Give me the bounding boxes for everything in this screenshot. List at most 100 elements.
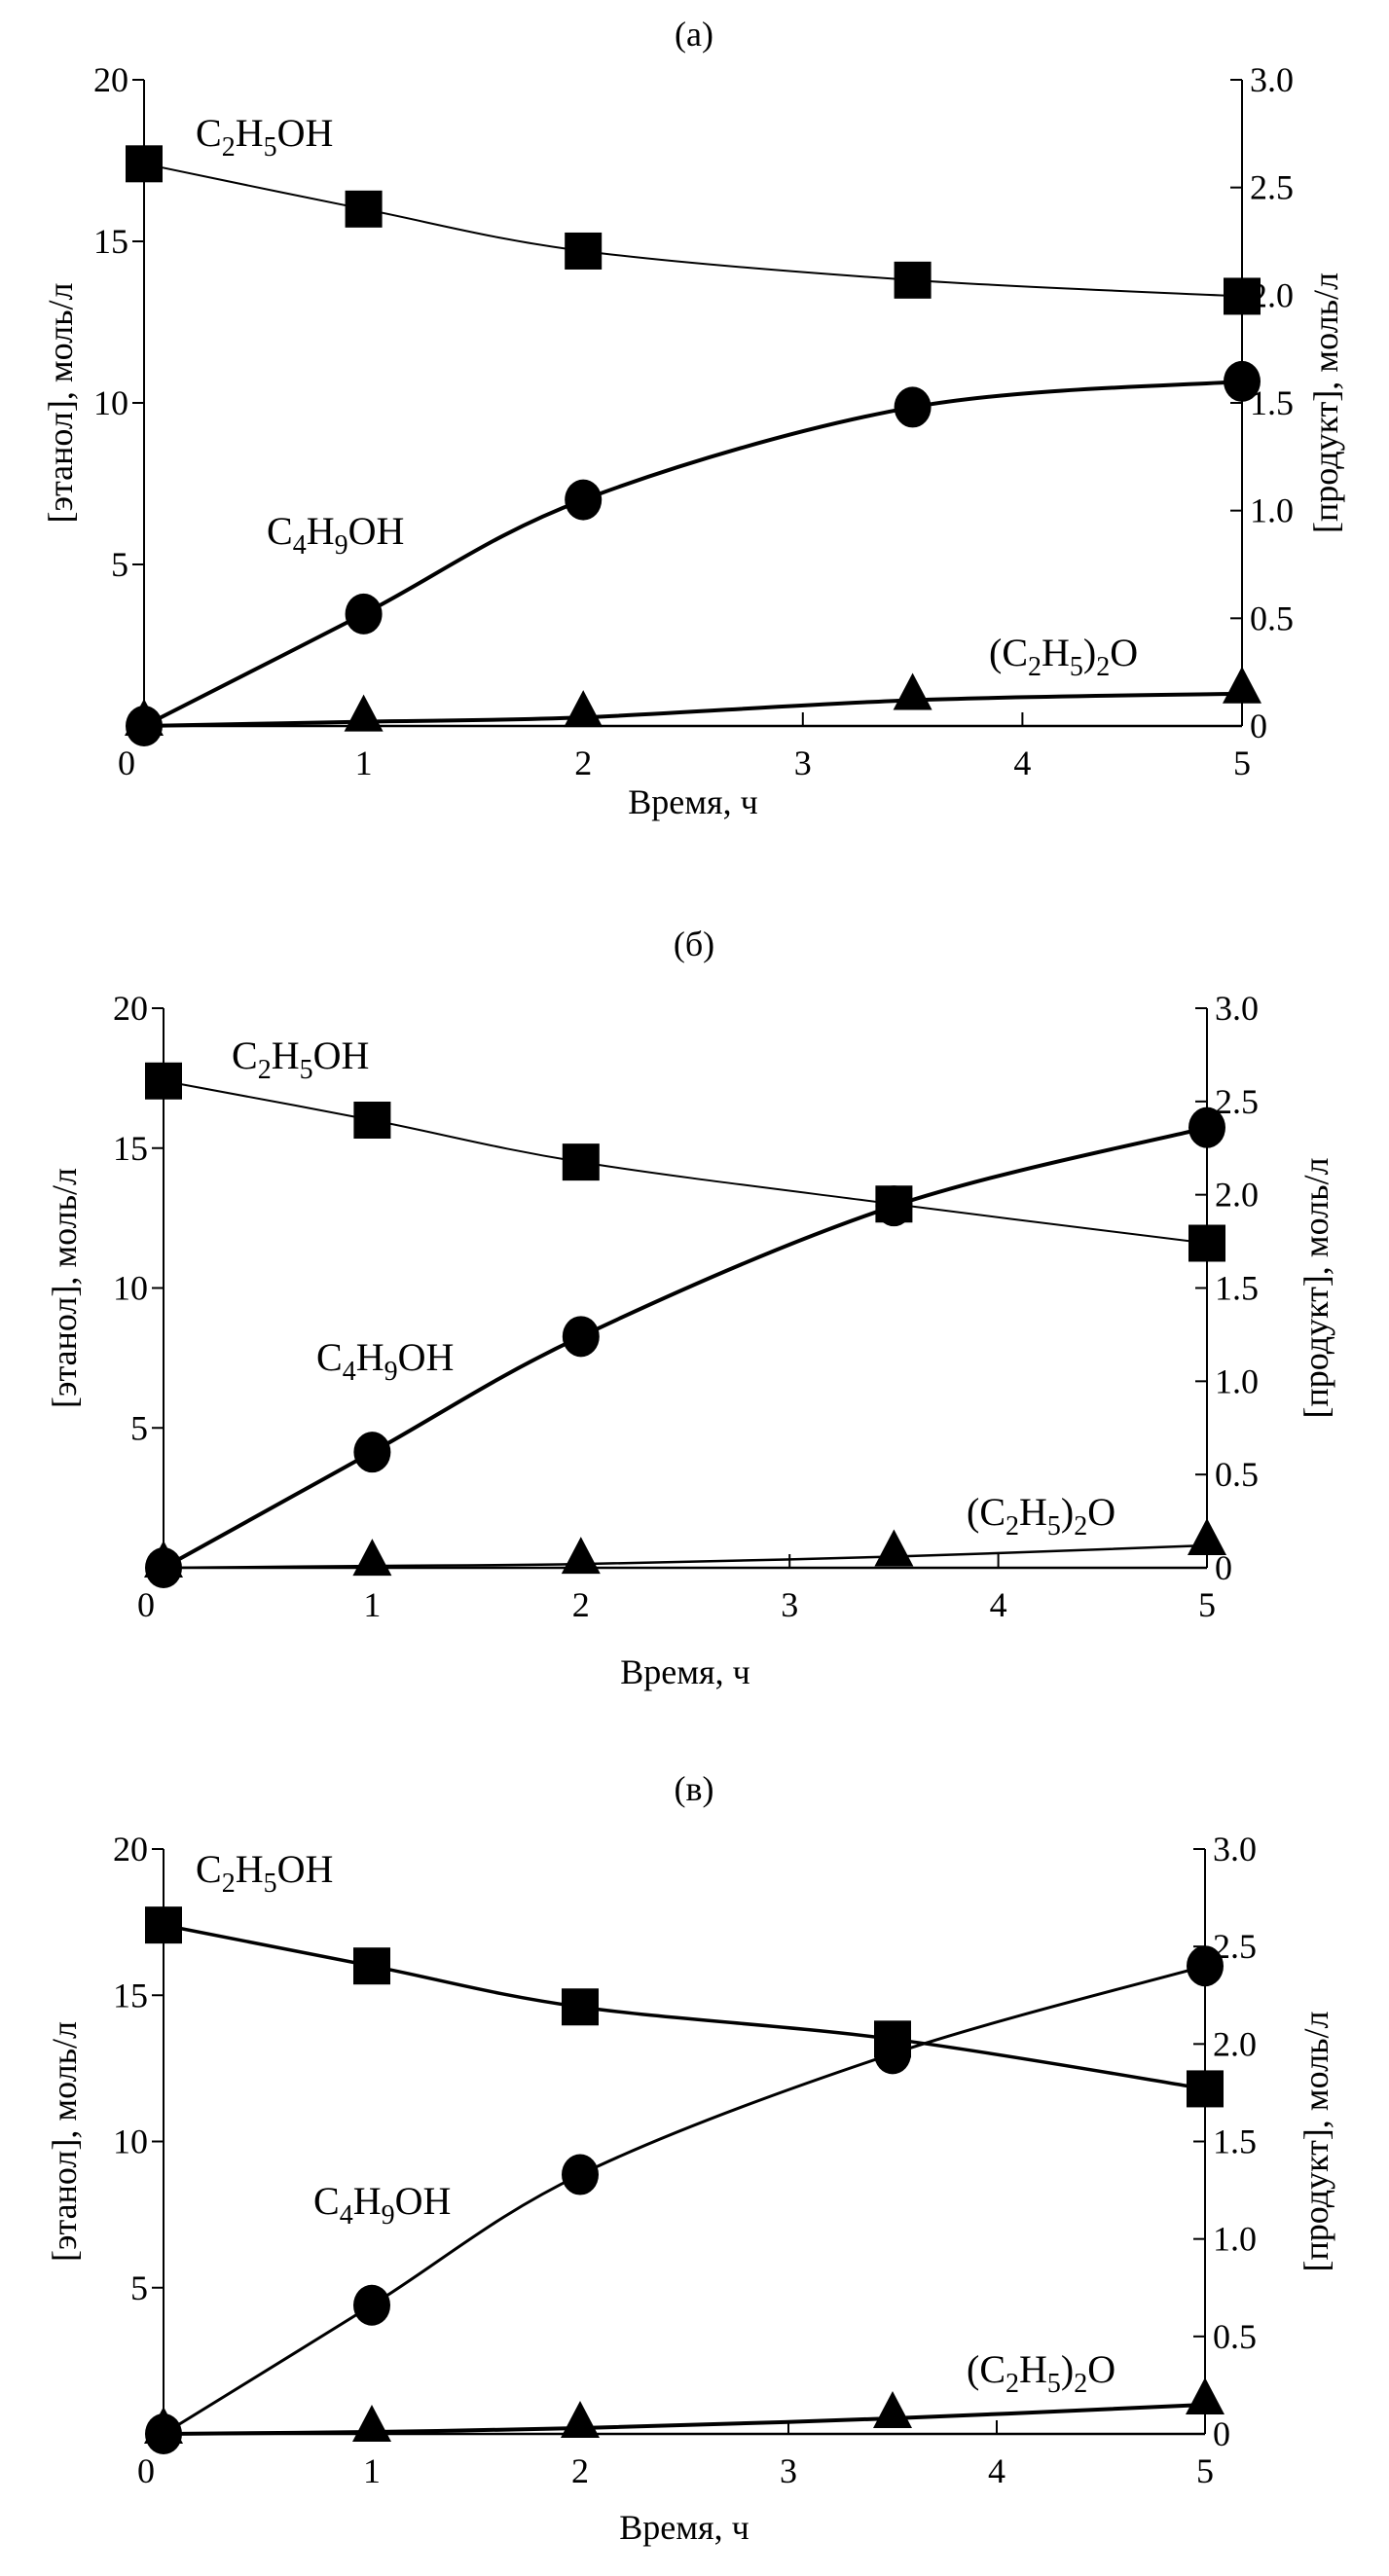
series-square (126, 145, 1261, 315)
subscript: 4 (293, 530, 307, 561)
x-tick-label: 0 (118, 744, 135, 782)
series-circle (126, 360, 1261, 746)
y-right-tick-label: 3.0 (1215, 989, 1259, 1028)
text-part: H (236, 1847, 264, 1891)
x-tick-label: 5 (1233, 744, 1251, 782)
series-label: C4H9OH (267, 509, 404, 561)
y-left-tick-label: 5 (130, 2268, 148, 2307)
y-left-tick-label: 10 (113, 2122, 148, 2161)
circle-marker (562, 2154, 599, 2195)
triangle-marker (893, 672, 932, 710)
square-marker (353, 1947, 390, 1985)
subscript: 2 (1005, 2369, 1019, 2399)
y-right-tick-label: 2.0 (1215, 1176, 1259, 1215)
text-part: C (316, 1335, 343, 1379)
text-part: C (196, 1847, 222, 1891)
subscript: 5 (264, 1869, 277, 1899)
x-tick-label: 0 (137, 1585, 155, 1624)
text-part: OH (395, 2179, 452, 2223)
square-marker (1224, 277, 1261, 315)
x-tick-label: 4 (988, 2451, 1005, 2490)
text-part: H (1019, 2347, 1047, 2391)
series-label: C2H5OH (196, 111, 333, 163)
x-tick-label: 5 (1198, 1585, 1216, 1624)
text-part: O (1087, 1490, 1115, 1534)
series-label: C2H5OH (232, 1034, 369, 1085)
circle-marker (353, 1432, 391, 1473)
triangle-marker (561, 1537, 601, 1575)
chart-panel-2: (в)0 1 2 3 4 5510152000.51.01.52.02.53.0Время… (45, 1769, 1335, 2547)
chart-panel-0: (а)0 1 2 3 4 5510152000.51.01.52.02.53.0Время… (41, 15, 1345, 821)
x-tick-label: 2 (572, 1585, 590, 1624)
x-tick-label: 1 (363, 2451, 381, 2490)
y-right-tick-label: 0.5 (1213, 2317, 1257, 2356)
series-line (143, 691, 1243, 728)
circle-marker (353, 2284, 390, 2326)
y-left-tick-label: 15 (93, 222, 128, 261)
circle-marker (1224, 360, 1261, 402)
subscript: 9 (335, 530, 348, 561)
triangle-marker (873, 2390, 912, 2428)
x-tick-label: 3 (794, 744, 812, 782)
text-part: H (353, 2179, 382, 2223)
triangle-marker (564, 690, 603, 728)
subscript: 4 (340, 2200, 353, 2231)
text-part: OH (277, 1847, 334, 1891)
y-axis-label-left: [этанол], моль/л (41, 282, 80, 523)
series-square (145, 1906, 1224, 2108)
x-axis-label: Время, ч (628, 782, 757, 821)
y-right-tick-label: 3.0 (1250, 60, 1294, 99)
text-part: H (356, 1335, 384, 1379)
y-right-tick-label: 2.0 (1213, 2024, 1257, 2063)
subscript: 5 (264, 132, 277, 163)
y-axis-label-right: [продукт], моль/л (1297, 2012, 1335, 2272)
subscript: 2 (222, 132, 236, 163)
y-right-tick-label: 0.5 (1250, 599, 1294, 637)
y-right-tick-label: 0 (1213, 2414, 1230, 2453)
x-axis-label: Время, ч (620, 1652, 749, 1691)
y-right-tick-label: 1.0 (1215, 1361, 1259, 1400)
subscript: 2 (1005, 1511, 1019, 1542)
series-line (163, 2402, 1206, 2436)
x-tick-label: 5 (1196, 2451, 1214, 2490)
square-marker (145, 1062, 182, 1100)
x-tick-label: 2 (571, 2451, 589, 2490)
text-part: H (1042, 631, 1070, 674)
x-tick-label: 1 (355, 744, 373, 782)
circle-marker (875, 1185, 913, 1227)
text-part: OH (277, 111, 334, 155)
circle-marker (562, 1316, 600, 1358)
y-right-tick-label: 2.5 (1250, 168, 1294, 207)
series-label: C4H9OH (313, 2179, 451, 2231)
chart-title: (а) (675, 15, 713, 54)
circle-marker (874, 2033, 911, 2075)
square-marker (562, 1143, 600, 1181)
triangle-marker (1186, 2376, 1225, 2414)
x-tick-label: 1 (363, 1585, 381, 1624)
series-label: C2H5OH (196, 1847, 333, 1899)
series-line (163, 1923, 1206, 2091)
text-part: O (1087, 2347, 1115, 2391)
y-left-tick-label: 15 (113, 1976, 148, 2014)
triangle-marker (352, 1539, 392, 1577)
square-marker (562, 1988, 599, 2026)
square-marker (145, 1906, 182, 1944)
circle-marker (1187, 1945, 1224, 1987)
text-part: H (272, 1034, 300, 1077)
text-part: C (232, 1034, 258, 1077)
circle-marker (894, 386, 932, 428)
y-left-tick-label: 20 (113, 989, 148, 1028)
text-part: O (1110, 631, 1138, 674)
subscript: 2 (1028, 652, 1042, 682)
text-part: (C (967, 2347, 1005, 2391)
triangle-marker (144, 1541, 183, 1578)
square-marker (565, 232, 603, 270)
y-left-tick-label: 5 (130, 1408, 148, 1447)
text-part: OH (313, 1034, 370, 1077)
circle-marker (345, 593, 383, 635)
text-part: (C (989, 631, 1028, 674)
subscript: 5 (300, 1055, 313, 1085)
text-part: H (307, 509, 335, 553)
y-left-tick-label: 20 (113, 1830, 148, 1869)
